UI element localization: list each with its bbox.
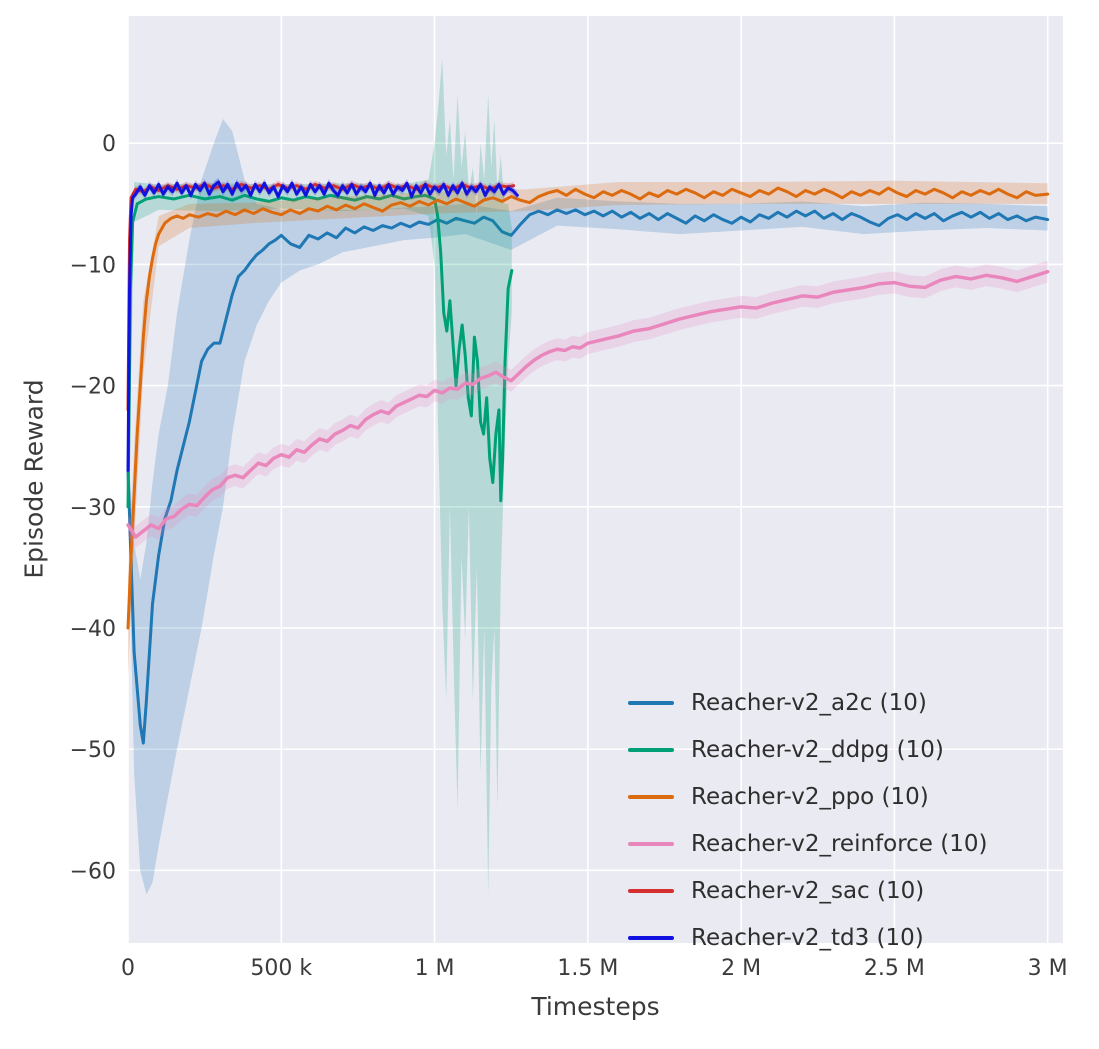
legend-swatch-td3	[628, 936, 674, 940]
legend-item-a2c: Reacher-v2_a2c (10)	[628, 686, 987, 720]
series-line-a2c	[126, 208, 1050, 745]
legend-label-sac: Reacher-v2_sac (10)	[691, 878, 925, 904]
series-line-ddpg	[126, 193, 514, 509]
series-line-td3	[126, 180, 519, 472]
legend-swatch-a2c	[628, 701, 674, 705]
legend-item-td3: Reacher-v2_td3 (10)	[628, 921, 987, 955]
legend-label-td3: Reacher-v2_td3 (10)	[691, 925, 924, 951]
x-tick-label: 2.5 M	[864, 956, 925, 981]
x-tick-label: 500 k	[250, 956, 312, 981]
legend-label-ppo: Reacher-v2_ppo (10)	[691, 784, 929, 810]
legend-swatch-ppo	[628, 795, 674, 799]
x-tick-label: 1.5 M	[557, 956, 618, 981]
legend-item-ppo: Reacher-v2_ppo (10)	[628, 780, 987, 814]
legend-item-ddpg: Reacher-v2_ddpg (10)	[628, 733, 987, 767]
y-tick-label: −40	[70, 617, 116, 642]
x-tick-label: 3 M	[1028, 956, 1068, 981]
legend: Reacher-v2_a2c (10) Reacher-v2_ddpg (10) R…	[628, 686, 987, 955]
series-line-ppo	[126, 186, 1050, 630]
plot-background	[128, 16, 1063, 943]
legend-label-reinforce: Reacher-v2_reinforce (10)	[691, 831, 988, 857]
legend-swatch-reinforce	[628, 842, 674, 846]
legend-item-reinforce: Reacher-v2_reinforce (10)	[628, 827, 987, 861]
legend-swatch-ddpg	[628, 748, 674, 752]
series-line-reinforce	[126, 269, 1050, 539]
legend-label-ddpg: Reacher-v2_ddpg (10)	[691, 737, 944, 763]
legend-item-sac: Reacher-v2_sac (10)	[628, 874, 987, 908]
x-tick-label: 0	[121, 956, 135, 981]
y-tick-label: −20	[70, 375, 116, 400]
y-tick-label: −10	[70, 253, 116, 278]
legend-swatch-sac	[628, 889, 674, 893]
x-axis-label: Timesteps	[531, 992, 660, 1021]
y-axis-label: Episode Reward	[19, 379, 49, 579]
legend-label-a2c: Reacher-v2_a2c (10)	[691, 690, 927, 716]
x-tick-label: 2 M	[721, 956, 761, 981]
y-tick-label: −30	[70, 496, 116, 521]
y-tick-label: −50	[70, 738, 116, 763]
x-tick-label: 1 M	[415, 956, 455, 981]
y-tick-label: −60	[70, 859, 116, 884]
y-tick-label: 0	[102, 132, 116, 157]
